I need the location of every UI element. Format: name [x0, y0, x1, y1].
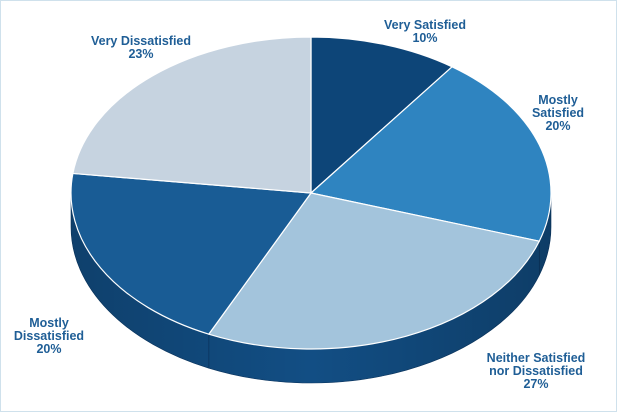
- pie-side-shading: [71, 193, 551, 383]
- pie-slice-mostly-satisfied: [310, 66, 552, 242]
- slice-name-line: Dissatisfied: [14, 329, 84, 343]
- pie-slice-very-dissatisfied: [72, 36, 312, 194]
- slice-label-mostly-dissatisfied: Mostly Dissatisfied 20%: [14, 316, 84, 356]
- pie-label-layer: Very Satisfied 10%Mostly Satisfied 20%Neith…: [14, 18, 585, 391]
- pie-slice-neither-satisfied-nor-dissatisfied: [208, 192, 540, 350]
- pie-top-layer: [70, 36, 552, 350]
- slice-value-label: 20%: [36, 342, 61, 356]
- slice-name-line: Satisfied: [532, 106, 584, 120]
- slice-label-very-dissatisfied: Very Dissatisfied 23%: [91, 34, 191, 61]
- slice-label-neither-satisfied-nor-dissatisfied: Neither Satisfied nor Dissatisfied 27%: [487, 351, 586, 391]
- slice-label-very-satisfied: Very Satisfied 10%: [384, 18, 466, 45]
- slice-name-line: Very Dissatisfied: [91, 34, 191, 48]
- slice-value-label: 20%: [545, 119, 570, 133]
- slice-name-line: Mostly: [29, 316, 69, 330]
- slice-label-mostly-satisfied: Mostly Satisfied 20%: [532, 93, 584, 133]
- slice-name-line: Mostly: [538, 93, 578, 107]
- slice-name-line: Neither Satisfied: [487, 351, 586, 365]
- pie-slice-mostly-dissatisfied: [70, 172, 312, 335]
- pie-slice-very-satisfied: [310, 36, 453, 194]
- slice-value-label: 10%: [412, 31, 437, 45]
- slice-value-label: 23%: [128, 47, 153, 61]
- slice-name-line: nor Dissatisfied: [489, 364, 583, 378]
- slice-value-label: 27%: [523, 377, 548, 391]
- slice-name-line: Very Satisfied: [384, 18, 466, 32]
